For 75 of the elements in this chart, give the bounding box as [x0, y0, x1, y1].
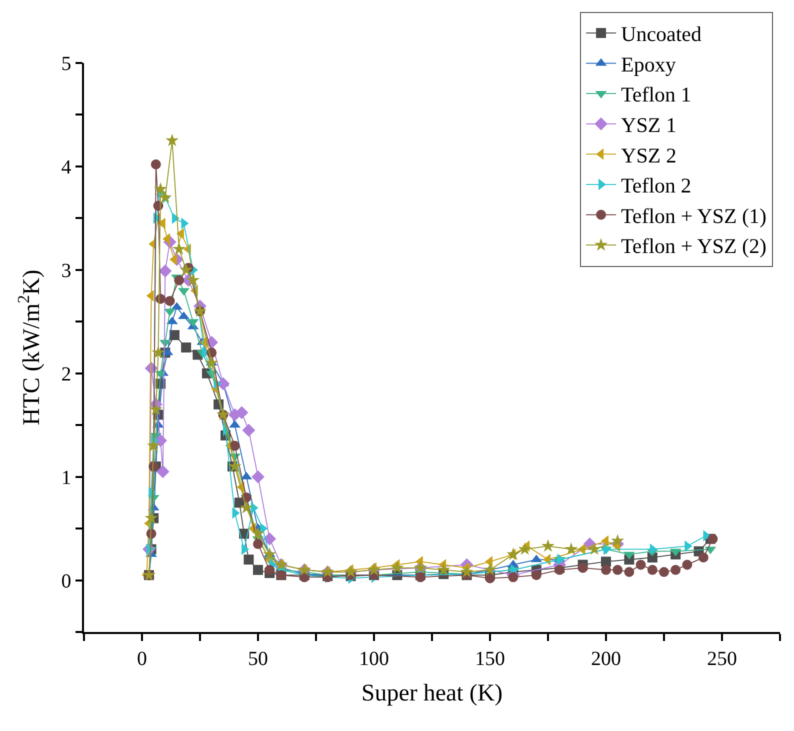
- point: [152, 346, 165, 358]
- point: [235, 406, 248, 420]
- legend-label: Teflon + YSZ (2): [621, 234, 767, 258]
- point: [172, 242, 186, 255]
- point: [263, 532, 276, 546]
- point: [244, 554, 254, 565]
- y-tick-label: 5: [61, 53, 72, 75]
- x-tick-label: 150: [475, 648, 505, 670]
- point: [149, 402, 163, 416]
- point: [253, 539, 263, 550]
- point: [708, 534, 718, 544]
- point: [242, 424, 256, 437]
- y-tick-label: 0: [61, 570, 72, 592]
- point: [150, 159, 161, 170]
- x-tick-label: 50: [248, 648, 268, 670]
- point: [252, 470, 264, 484]
- point: [144, 511, 158, 524]
- point: [164, 296, 175, 306]
- point: [601, 564, 611, 575]
- point: [588, 542, 602, 555]
- point: [624, 567, 634, 577]
- point: [659, 567, 669, 577]
- point: [240, 500, 254, 514]
- legend-label: Uncoated: [621, 22, 702, 46]
- y-tick-label: 2: [61, 363, 72, 386]
- legend-label: Teflon + YSZ (1): [621, 204, 767, 228]
- point: [390, 560, 404, 574]
- x-axis-title: Super heat (K): [361, 680, 503, 707]
- x-tick-label: 200: [591, 648, 621, 670]
- x-tick-label: 0: [137, 648, 147, 670]
- point: [262, 547, 276, 560]
- point: [181, 342, 192, 352]
- point: [518, 542, 532, 555]
- point: [166, 134, 179, 146]
- point: [251, 526, 265, 540]
- point: [612, 564, 623, 575]
- legend-label: Epoxy: [621, 52, 676, 76]
- y-tick-label: 1: [61, 466, 72, 489]
- point: [158, 190, 172, 204]
- x-tick-label: 250: [707, 648, 737, 670]
- point: [636, 560, 646, 570]
- point: [531, 570, 542, 580]
- y-tick-label: 4: [61, 156, 72, 178]
- point: [230, 440, 240, 451]
- point: [578, 562, 588, 573]
- point: [169, 330, 180, 340]
- point: [253, 564, 263, 575]
- point: [154, 182, 168, 195]
- legend-label: Teflon 2: [621, 174, 692, 198]
- point: [174, 275, 184, 286]
- point: [264, 564, 275, 575]
- point: [682, 560, 692, 570]
- y-tick-label: 3: [61, 260, 72, 282]
- x-tick-label: 100: [359, 648, 389, 670]
- point: [601, 556, 611, 567]
- point: [179, 262, 193, 276]
- point: [506, 547, 520, 560]
- point: [541, 539, 555, 552]
- point: [610, 534, 624, 547]
- point: [647, 564, 658, 575]
- legend-label: YSZ 2: [621, 143, 676, 168]
- legend-label: Teflon 1: [621, 82, 692, 107]
- point: [670, 564, 681, 575]
- point: [460, 565, 474, 578]
- legend-label: YSZ 1: [621, 113, 676, 138]
- point: [204, 356, 218, 369]
- point: [146, 438, 160, 452]
- point: [698, 552, 708, 563]
- point: [508, 572, 518, 582]
- point: [156, 465, 170, 478]
- point: [186, 273, 200, 286]
- point: [158, 264, 172, 278]
- point: [228, 459, 242, 472]
- point: [436, 562, 450, 576]
- point: [564, 542, 578, 555]
